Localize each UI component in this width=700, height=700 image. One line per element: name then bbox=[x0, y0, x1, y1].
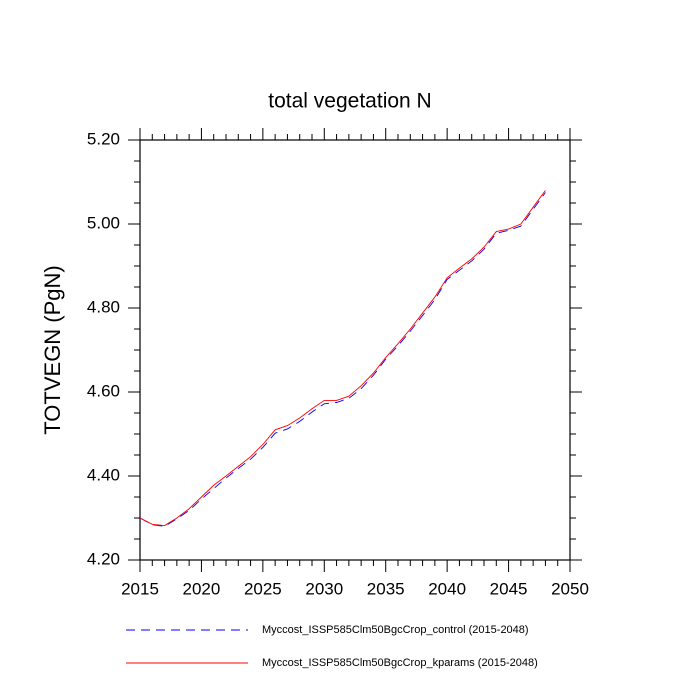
y-tick-label: 4.20 bbox=[87, 549, 120, 568]
x-tick-label: 2025 bbox=[244, 579, 282, 598]
y-tick-label: 5.20 bbox=[87, 129, 120, 148]
legend-label: Myccost_ISSP585Clm50BgcCrop_control (201… bbox=[262, 624, 529, 636]
legend-label: Myccost_ISSP585Clm50BgcCrop_kparams (201… bbox=[262, 657, 538, 669]
x-tick-label: 2045 bbox=[490, 579, 528, 598]
chart-title: total vegetation N bbox=[268, 90, 431, 113]
series-line bbox=[139, 190, 546, 527]
y-tick-label: 4.80 bbox=[87, 297, 120, 316]
y-tick-label: 5.00 bbox=[87, 213, 120, 232]
x-tick-label: 2035 bbox=[367, 579, 405, 598]
y-tick-label: 4.40 bbox=[87, 465, 120, 484]
x-tick-label: 2040 bbox=[428, 579, 466, 598]
x-tick-label: 2020 bbox=[183, 579, 221, 598]
x-tick-label: 2050 bbox=[551, 579, 589, 598]
series-line bbox=[139, 192, 546, 527]
x-tick-label: 2030 bbox=[305, 579, 343, 598]
x-tick-label: 2015 bbox=[121, 579, 159, 598]
y-tick-label: 4.60 bbox=[87, 381, 120, 400]
y-axis-label: TOTVEGN (PgN) bbox=[40, 265, 65, 435]
